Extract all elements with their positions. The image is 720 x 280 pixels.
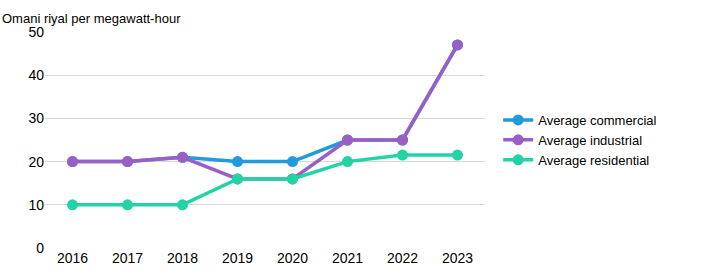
svg-text:2019: 2019 (222, 250, 253, 266)
svg-text:Average residential: Average residential (538, 153, 649, 168)
svg-text:30: 30 (28, 110, 44, 126)
svg-text:2021: 2021 (332, 250, 363, 266)
svg-text:20: 20 (28, 154, 44, 170)
svg-text:10: 10 (28, 197, 44, 213)
svg-text:2018: 2018 (167, 250, 198, 266)
svg-text:2022: 2022 (387, 250, 418, 266)
svg-text:2020: 2020 (277, 250, 308, 266)
svg-text:40: 40 (28, 67, 44, 83)
svg-text:Average commercial: Average commercial (538, 113, 656, 128)
svg-text:Omani riyal per megawatt-hour: Omani riyal per megawatt-hour (2, 11, 181, 26)
svg-text:2023: 2023 (442, 250, 473, 266)
svg-text:0: 0 (36, 240, 44, 256)
svg-text:Average industrial: Average industrial (538, 133, 642, 148)
svg-text:2016: 2016 (57, 250, 88, 266)
svg-text:50: 50 (28, 24, 44, 40)
svg-text:2017: 2017 (112, 250, 143, 266)
